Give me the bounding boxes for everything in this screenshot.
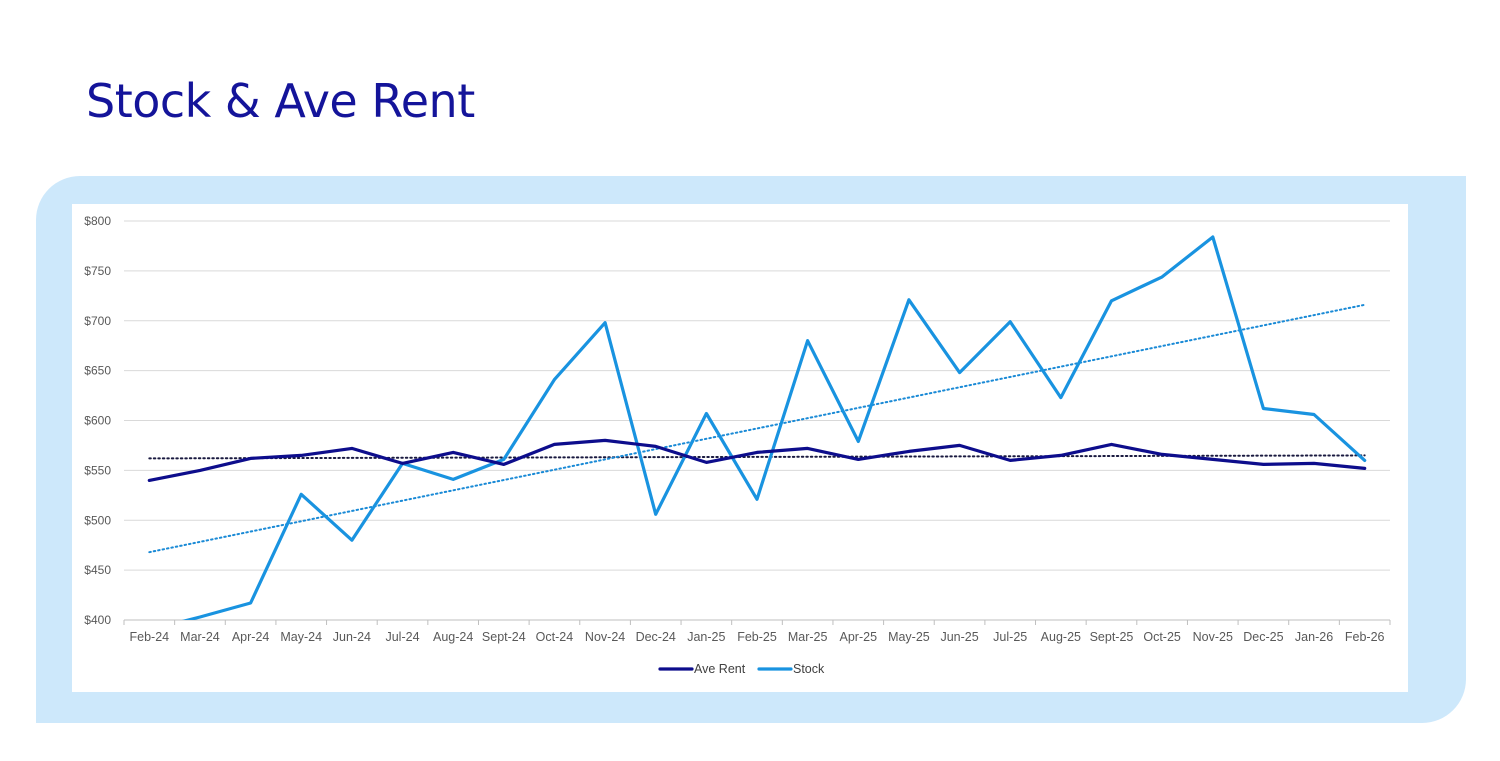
x-tick-label: Mar-25 — [788, 630, 828, 644]
axes: $400 $450 $500 $550 $600 $650 $700 $750 $800 Feb-… — [84, 214, 1391, 644]
y-tick-label: $550 — [84, 463, 111, 477]
x-tick-label: Dec-24 — [636, 630, 676, 644]
trendlines — [148, 303, 1366, 554]
x-tick-label: Oct-24 — [536, 630, 574, 644]
x-tick-label: Feb-24 — [130, 630, 170, 644]
y-tick-label: $400 — [84, 613, 111, 627]
grid-lines — [124, 220, 1390, 621]
x-tick-label: Jan-25 — [687, 630, 725, 644]
x-tick-label: Apr-24 — [232, 630, 270, 644]
x-tick-label: Jun-24 — [333, 630, 371, 644]
legend: Ave Rent Stock — [658, 662, 825, 676]
y-tick-label: $750 — [84, 264, 111, 278]
x-tick-label: Aug-24 — [433, 630, 473, 644]
x-tick-label: Sept-24 — [482, 630, 526, 644]
x-tick-label: Jul-25 — [993, 630, 1027, 644]
x-tick-label: Feb-26 — [1345, 630, 1385, 644]
y-tick-label: $600 — [84, 414, 111, 428]
series-line-ave-rent — [147, 438, 1367, 482]
page-title: Stock & Ave Rent — [86, 74, 475, 128]
x-tick-label: May-25 — [888, 630, 930, 644]
x-tick-label: Sept-25 — [1090, 630, 1134, 644]
x-tick-label: Nov-24 — [585, 630, 625, 644]
x-tick-label: Nov-25 — [1193, 630, 1233, 644]
y-tick-label: $450 — [84, 563, 111, 577]
x-tick-label: Dec-25 — [1243, 630, 1283, 644]
x-tick-label: Mar-24 — [180, 630, 220, 644]
x-tick-label: Oct-25 — [1143, 630, 1181, 644]
series-lines — [147, 235, 1367, 620]
x-tick-label: Jun-25 — [940, 630, 978, 644]
x-tick-label: May-24 — [280, 630, 322, 644]
y-tick-label: $650 — [84, 364, 111, 378]
x-tick-label: Apr-25 — [840, 630, 878, 644]
y-tick-label: $700 — [84, 314, 111, 328]
x-tick-label: Jan-26 — [1295, 630, 1333, 644]
x-tick-label: Aug-25 — [1041, 630, 1081, 644]
legend-label-ave-rent: Ave Rent — [694, 662, 746, 676]
trendline-stock — [148, 303, 1366, 554]
y-tick-label: $500 — [84, 513, 111, 527]
x-tick-label: Jul-24 — [385, 630, 419, 644]
chart-card — [72, 204, 1408, 692]
series-line-stock — [181, 235, 1367, 620]
x-tick-label: Feb-25 — [737, 630, 777, 644]
legend-label-stock: Stock — [793, 662, 825, 676]
y-tick-label: $800 — [84, 214, 111, 228]
